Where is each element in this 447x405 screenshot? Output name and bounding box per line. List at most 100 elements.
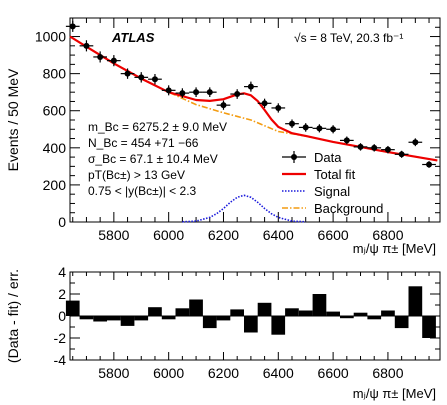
res-x-tick-label: 6400 [263,365,294,381]
residual-bar [189,299,203,316]
legend-data-marker [291,154,297,160]
res-x-tick-label: 6600 [318,365,349,381]
x-tick-label: 6200 [208,227,239,243]
experiment-label: ATLAS [111,30,155,45]
res-y-tick-label: 2 [58,286,66,302]
residual-bar [134,316,149,321]
energy-label: √s = 8 TeV, 20.3 fb⁻¹ [294,31,403,45]
residual-bar [312,294,327,316]
legend-label: Data [314,150,342,165]
residual-panel: -4 -2 0 2 4 5800 6000 6200 6400 6600 6800 (Data - … [5,264,441,401]
x-tick-label: 6600 [318,227,349,243]
data-point [138,74,145,81]
residual-bar [93,316,107,322]
residual-bar [381,310,395,316]
res-y-tick-label: 4 [58,264,66,280]
data-point [247,83,254,90]
data-point [124,70,131,77]
residual-bar [285,308,299,316]
residual-bar [394,316,409,329]
residual-bar [244,316,258,333]
data-point [234,91,241,98]
residual-bar [271,316,286,335]
data-point [206,89,213,96]
data-point [275,104,282,111]
y-tick-label: 800 [43,66,67,82]
y-tick-label: 200 [43,177,67,193]
data-point [193,89,200,96]
residual-bar [79,316,94,320]
data-point [69,23,76,30]
data-point [302,124,309,131]
y-tick-label: 1000 [35,29,66,45]
residual-bar [326,311,340,316]
residual-bar [230,309,244,316]
fit-parameters: m_Bc = 6275.2 ± 9.0 MeV N_Bc = 454 +71 −6… [88,120,227,198]
data-point [220,102,227,109]
residual-bar [65,300,80,316]
data-point [343,137,350,144]
data-point [97,53,104,60]
res-y-tick-label: 0 [58,308,66,324]
y-tick-label: 400 [43,140,67,156]
residual-bars [65,286,440,338]
fit-parameter-text: 0.75 < |y(Bc±)| < 2.3 [88,184,197,198]
residual-bar [408,286,423,316]
legend-label: Signal [314,184,350,199]
main-ticks: 0 200 400 600 800 1000 5800 6000 6200 6400 6600 680… [35,18,440,243]
residual-ticks: -4 -2 0 2 4 5800 6000 6200 6400 6600 6800 [54,264,440,381]
x-tick-label: 6000 [153,227,184,243]
data-point [151,76,158,83]
x-tick-label: 6400 [263,227,294,243]
main-data-points [65,20,436,168]
data-point [261,100,268,107]
residual-bar [107,316,121,321]
main-panel: 0 200 400 600 800 1000 5800 6000 6200 6400 6600 680… [5,17,441,256]
total-fit-curve [69,35,438,162]
data-point [426,161,433,168]
residual-y-axis-label: (Data - fit) / err. [5,269,21,363]
signal-curve [182,194,306,223]
residual-x-axis-label: mⱼ/ψ π± [MeV] [353,386,436,401]
residual-bar [120,316,135,326]
main-x-axis-label: mⱼ/ψ π± [MeV] [353,241,436,256]
data-point [83,42,90,49]
fit-parameter-text: pT(Bc±) > 13 GeV [88,168,185,182]
fit-parameter-text: N_Bc = 454 +71 −66 [88,136,199,150]
x-tick-label: 5800 [98,227,129,243]
main-curves [69,35,438,223]
y-tick-label: 600 [43,103,67,119]
residual-bar [202,316,217,329]
residual-bar [422,316,436,338]
res-x-tick-label: 6800 [372,365,403,381]
x-tick-label: 6800 [372,227,403,243]
residual-bar [257,302,272,316]
res-x-tick-label: 6200 [208,365,239,381]
data-point [357,143,364,150]
residual-bar [367,316,382,320]
data-point [384,146,391,153]
res-y-tick-label: -4 [54,352,67,368]
residual-bar [148,307,162,316]
main-y-axis-label: Events / 50 MeV [5,68,21,171]
fit-parameter-text: m_Bc = 6275.2 ± 9.0 MeV [88,120,227,134]
data-point [165,87,172,94]
res-x-tick-label: 6000 [153,365,184,381]
data-point [412,139,419,146]
residual-bar [216,316,231,321]
legend: Data Total fit Signal Background [282,150,383,216]
residual-bar [298,310,313,316]
data-point [316,125,323,132]
data-point [371,144,378,151]
residual-bar [353,312,368,316]
data-point [289,120,295,127]
data-point [330,126,337,133]
residual-bar [175,308,190,316]
res-x-tick-label: 5800 [98,365,129,381]
y-tick-label: 0 [58,214,66,230]
residual-bar [340,316,354,319]
legend-label: Background [314,201,383,216]
data-point [398,151,405,158]
legend-label: Total fit [314,167,356,182]
